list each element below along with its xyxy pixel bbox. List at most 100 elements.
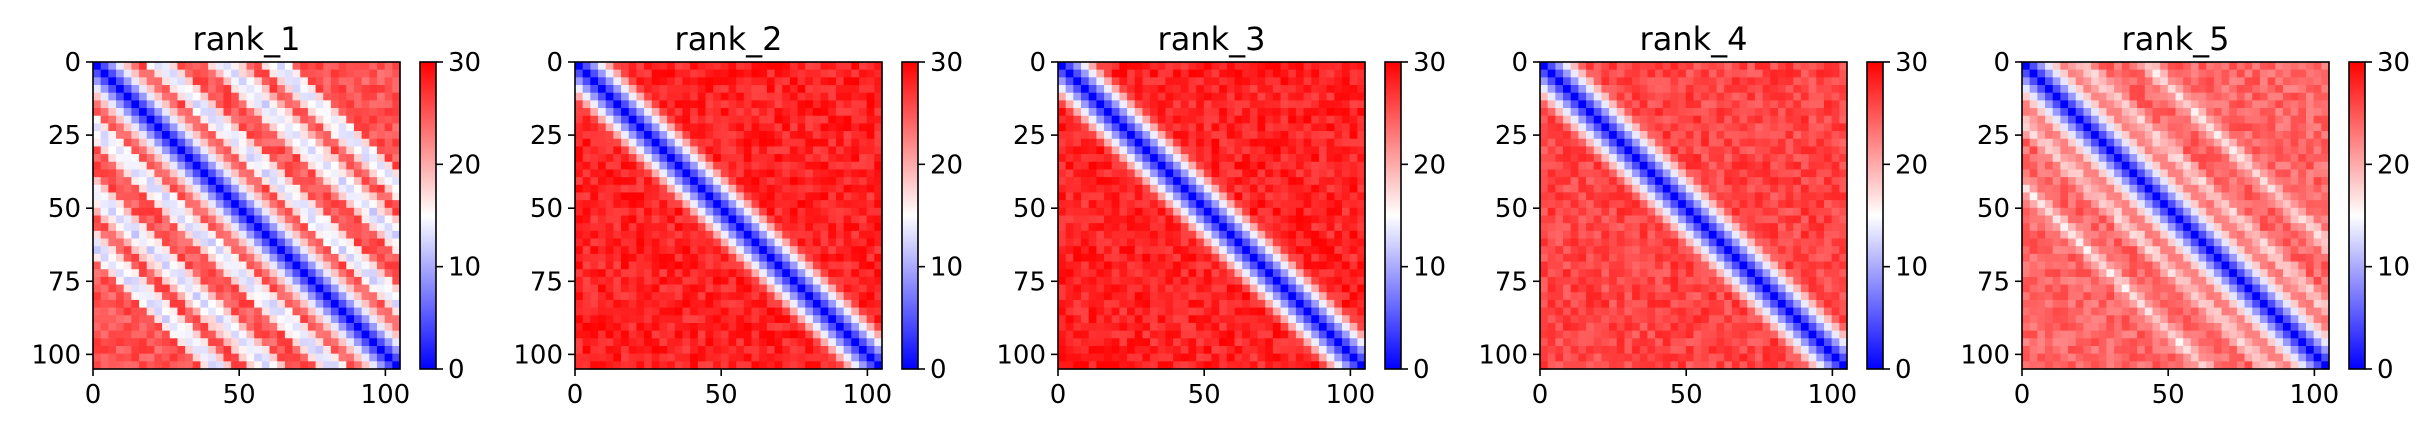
heatmap-cell: [1226, 115, 1236, 124]
heatmap-cell: [575, 85, 584, 94]
heatmap-cell: [782, 200, 791, 209]
heatmap-cell: [1111, 123, 1120, 132]
heatmap-cell: [621, 299, 630, 309]
heatmap-cell: [1334, 353, 1343, 362]
heatmap-cell: [108, 269, 117, 278]
heatmap-cell: [789, 253, 799, 263]
heatmap-cell: [200, 269, 209, 278]
heatmap-cell: [805, 215, 814, 224]
heatmap-cell: [146, 85, 155, 94]
heatmap-cell: [697, 338, 707, 347]
heatmap-cell: [254, 62, 263, 71]
heatmap-cell: [720, 253, 730, 263]
heatmap-cell: [1288, 177, 1297, 186]
heatmap-cell: [575, 131, 584, 140]
heatmap-cell: [621, 223, 630, 232]
heatmap-cell: [307, 261, 317, 270]
heatmap-cell: [1165, 77, 1174, 86]
heatmap-cell: [636, 77, 645, 86]
heatmap-cell: [1226, 269, 1236, 278]
heatmap-cell: [116, 261, 125, 270]
heatmap-cell: [353, 284, 363, 293]
heatmap-cell: [1104, 238, 1113, 247]
heatmap-cell: [346, 215, 355, 224]
heatmap-cell: [1265, 154, 1274, 163]
heatmap-cell: [598, 200, 607, 209]
heatmap-cell: [674, 138, 684, 148]
heatmap-cell: [1104, 353, 1113, 362]
heatmap-cell: [1570, 69, 1579, 78]
heatmap-cell: [284, 299, 294, 309]
heatmap-cell: [1180, 315, 1190, 324]
heatmap-cell: [713, 345, 722, 355]
heatmap-cell: [1326, 338, 1335, 347]
heatmap-cell: [874, 253, 883, 263]
heatmap-cell: [1203, 215, 1213, 224]
heatmap-cell: [713, 315, 722, 324]
heatmap-cell: [759, 246, 768, 255]
heatmap-cell: [1311, 215, 1320, 224]
heatmap-cell: [682, 184, 691, 194]
heatmap-cell: [1311, 261, 1320, 270]
heatmap-cell: [177, 315, 186, 324]
heatmap-cell: [185, 131, 194, 140]
heatmap-cell: [751, 115, 760, 124]
heatmap-cell: [774, 207, 783, 217]
heatmap-cell: [185, 177, 194, 186]
heatmap-cell: [674, 146, 684, 155]
heatmap-cell: [851, 292, 860, 301]
heatmap-cell: [1196, 215, 1205, 224]
heatmap-cell: [1073, 284, 1082, 293]
heatmap-cell: [720, 269, 730, 278]
heatmap-cell: [1203, 338, 1213, 347]
heatmap-cell: [1142, 292, 1151, 301]
heatmap-cell: [1357, 345, 1366, 355]
heatmap-cell: [1134, 161, 1144, 171]
heatmap-cell: [1318, 307, 1328, 316]
heatmap-cell: [1288, 200, 1297, 209]
heatmap-cell: [200, 299, 209, 309]
heatmap-cell: [139, 108, 148, 117]
heatmap-cell: [1288, 223, 1297, 232]
heatmap-cell: [1234, 315, 1243, 324]
heatmap-cell: [1188, 207, 1197, 217]
heatmap-cell: [123, 276, 132, 286]
heatmap-cell: [1318, 261, 1328, 270]
heatmap-cell: [123, 292, 132, 301]
heatmap-cell: [835, 276, 845, 286]
heatmap-cell: [169, 284, 179, 293]
heatmap-cell: [1288, 100, 1297, 109]
heatmap-cell: [277, 215, 286, 224]
heatmap-cell: [131, 100, 140, 109]
heatmap-cell: [1081, 108, 1090, 117]
heatmap-cell: [1563, 77, 1572, 86]
heatmap-cell: [93, 146, 102, 155]
heatmap-cell: [1341, 146, 1351, 155]
heatmap-cell: [1731, 69, 1741, 78]
heatmap-cell: [1272, 115, 1282, 124]
heatmap-cell: [123, 69, 132, 78]
heatmap-cell: [162, 315, 171, 324]
heatmap-cell: [392, 246, 401, 255]
heatmap-cell: [353, 261, 363, 270]
axes-frame: [574, 61, 883, 370]
heatmap-cell: [116, 69, 125, 78]
heatmap-cell: [728, 307, 737, 316]
heatmap-cell: [720, 77, 730, 86]
heatmap-cell: [843, 200, 852, 209]
heatmap-cell: [185, 261, 194, 270]
heatmap-cell: [1357, 92, 1366, 101]
heatmap-cell: [185, 69, 194, 78]
heatmap-cell: [751, 207, 760, 217]
heatmap-cell: [598, 184, 607, 194]
heatmap-cell: [146, 207, 155, 217]
heatmap-cell: [1104, 138, 1113, 148]
heatmap-cell: [146, 92, 155, 101]
heatmap-cell: [246, 115, 255, 124]
heatmap-cell: [782, 223, 791, 232]
heatmap-cell: [858, 338, 868, 347]
heatmap-cell: [820, 246, 829, 255]
heatmap-cell: [284, 215, 294, 224]
heatmap-cell: [284, 292, 294, 301]
heatmap-cell: [805, 315, 814, 324]
